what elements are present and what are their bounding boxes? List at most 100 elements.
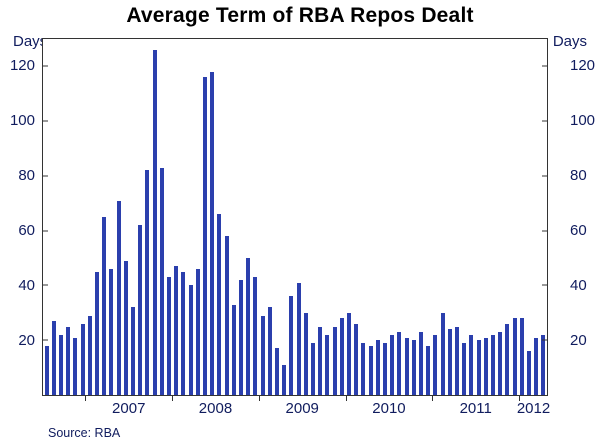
left-axis-unit-label: Days xyxy=(13,33,48,50)
bar xyxy=(512,318,517,395)
bar xyxy=(318,326,323,395)
x-axis-year-label: 2009 xyxy=(285,400,319,417)
bar xyxy=(454,326,460,395)
bar xyxy=(224,236,229,395)
bar xyxy=(195,269,200,395)
y-tick-mark xyxy=(542,284,547,286)
bar xyxy=(94,271,100,395)
x-axis-year-label: 2008 xyxy=(198,400,233,417)
y-axis-tick-label: 60 xyxy=(18,221,35,239)
bar xyxy=(145,170,150,395)
right-axis-unit-label: Days xyxy=(552,33,587,50)
bar xyxy=(303,312,308,395)
bar xyxy=(138,225,143,395)
bar xyxy=(325,334,330,395)
bar xyxy=(44,345,49,395)
bar xyxy=(188,285,193,395)
bar xyxy=(354,323,359,395)
bar xyxy=(404,337,409,395)
bar xyxy=(123,260,128,395)
y-axis-tick-label: 100 xyxy=(9,111,35,129)
x-tick-mark xyxy=(432,396,434,401)
bar xyxy=(390,334,395,395)
bar xyxy=(440,312,445,395)
y-tick-mark xyxy=(542,339,547,341)
bar xyxy=(109,269,114,395)
x-tick-mark xyxy=(345,396,347,401)
y-tick-mark xyxy=(542,65,547,67)
bar xyxy=(289,296,294,395)
y-tick-mark xyxy=(542,230,547,232)
bar xyxy=(102,217,107,395)
x-tick-mark xyxy=(258,396,260,401)
bar xyxy=(505,323,510,395)
bar xyxy=(296,282,301,395)
bar xyxy=(397,332,402,395)
x-axis-year-label: 2010 xyxy=(372,400,406,417)
bar xyxy=(476,340,481,395)
x-axis-year-label: 2007 xyxy=(112,400,146,417)
bar xyxy=(238,280,244,395)
bar xyxy=(80,323,85,395)
x-tick-mark xyxy=(519,396,521,401)
left-axis-tick-labels: 20 40 60 80 100 120 xyxy=(0,38,40,396)
y-tick-mark xyxy=(43,339,48,341)
bar xyxy=(418,332,424,395)
bar xyxy=(498,332,503,395)
bar xyxy=(361,342,366,395)
bar xyxy=(462,342,467,395)
bar xyxy=(181,271,186,395)
bar xyxy=(490,334,496,395)
bar xyxy=(166,277,172,395)
bar xyxy=(116,200,121,395)
bar xyxy=(346,312,352,395)
x-axis: 2007 2008 2009 2010 2011 2012 xyxy=(42,396,551,421)
bar xyxy=(519,318,524,395)
y-tick-mark xyxy=(542,175,547,177)
x-axis-year-label: 2011 xyxy=(459,400,492,417)
y-axis-tick-label: 80 xyxy=(570,166,587,184)
y-axis-tick-label: 80 xyxy=(18,166,35,184)
bar xyxy=(526,351,532,395)
y-tick-mark xyxy=(43,230,48,232)
bar xyxy=(210,71,215,395)
y-axis-tick-label: 100 xyxy=(570,111,596,129)
bar xyxy=(66,326,71,395)
x-tick-mark xyxy=(85,396,87,401)
y-axis-tick-label: 20 xyxy=(18,331,35,349)
bar xyxy=(159,167,164,395)
x-tick-mark xyxy=(172,396,174,401)
bar xyxy=(382,342,388,395)
bar xyxy=(267,307,272,395)
bar xyxy=(433,334,438,395)
y-axis-tick-label: 40 xyxy=(18,276,35,294)
bar xyxy=(534,337,539,395)
y-axis-tick-label: 40 xyxy=(570,276,587,294)
y-axis-tick-label: 120 xyxy=(570,56,596,74)
y-axis-tick-label: 60 xyxy=(570,221,587,239)
x-axis-year-label: 2012 xyxy=(516,400,551,417)
y-axis-tick-label: 120 xyxy=(9,56,35,74)
bar xyxy=(426,345,431,395)
bar xyxy=(217,214,222,395)
plot-area xyxy=(42,38,548,396)
bar xyxy=(332,326,337,395)
bar xyxy=(231,304,236,395)
bar xyxy=(51,321,56,395)
chart-title: Average Term of RBA Repos Dealt xyxy=(126,4,474,27)
bar xyxy=(411,340,416,395)
bar xyxy=(130,307,136,395)
bar xyxy=(310,342,316,395)
bar xyxy=(152,49,157,395)
bar xyxy=(202,77,208,395)
bar xyxy=(58,334,64,395)
bar xyxy=(541,334,546,395)
bar xyxy=(253,277,258,395)
source-note: Source: RBA xyxy=(48,426,121,440)
bar xyxy=(174,266,179,395)
right-axis-tick-labels: 20 40 60 80 100 120 xyxy=(558,38,598,396)
bar xyxy=(274,348,280,395)
y-tick-mark xyxy=(43,120,48,122)
y-tick-mark xyxy=(43,65,48,67)
